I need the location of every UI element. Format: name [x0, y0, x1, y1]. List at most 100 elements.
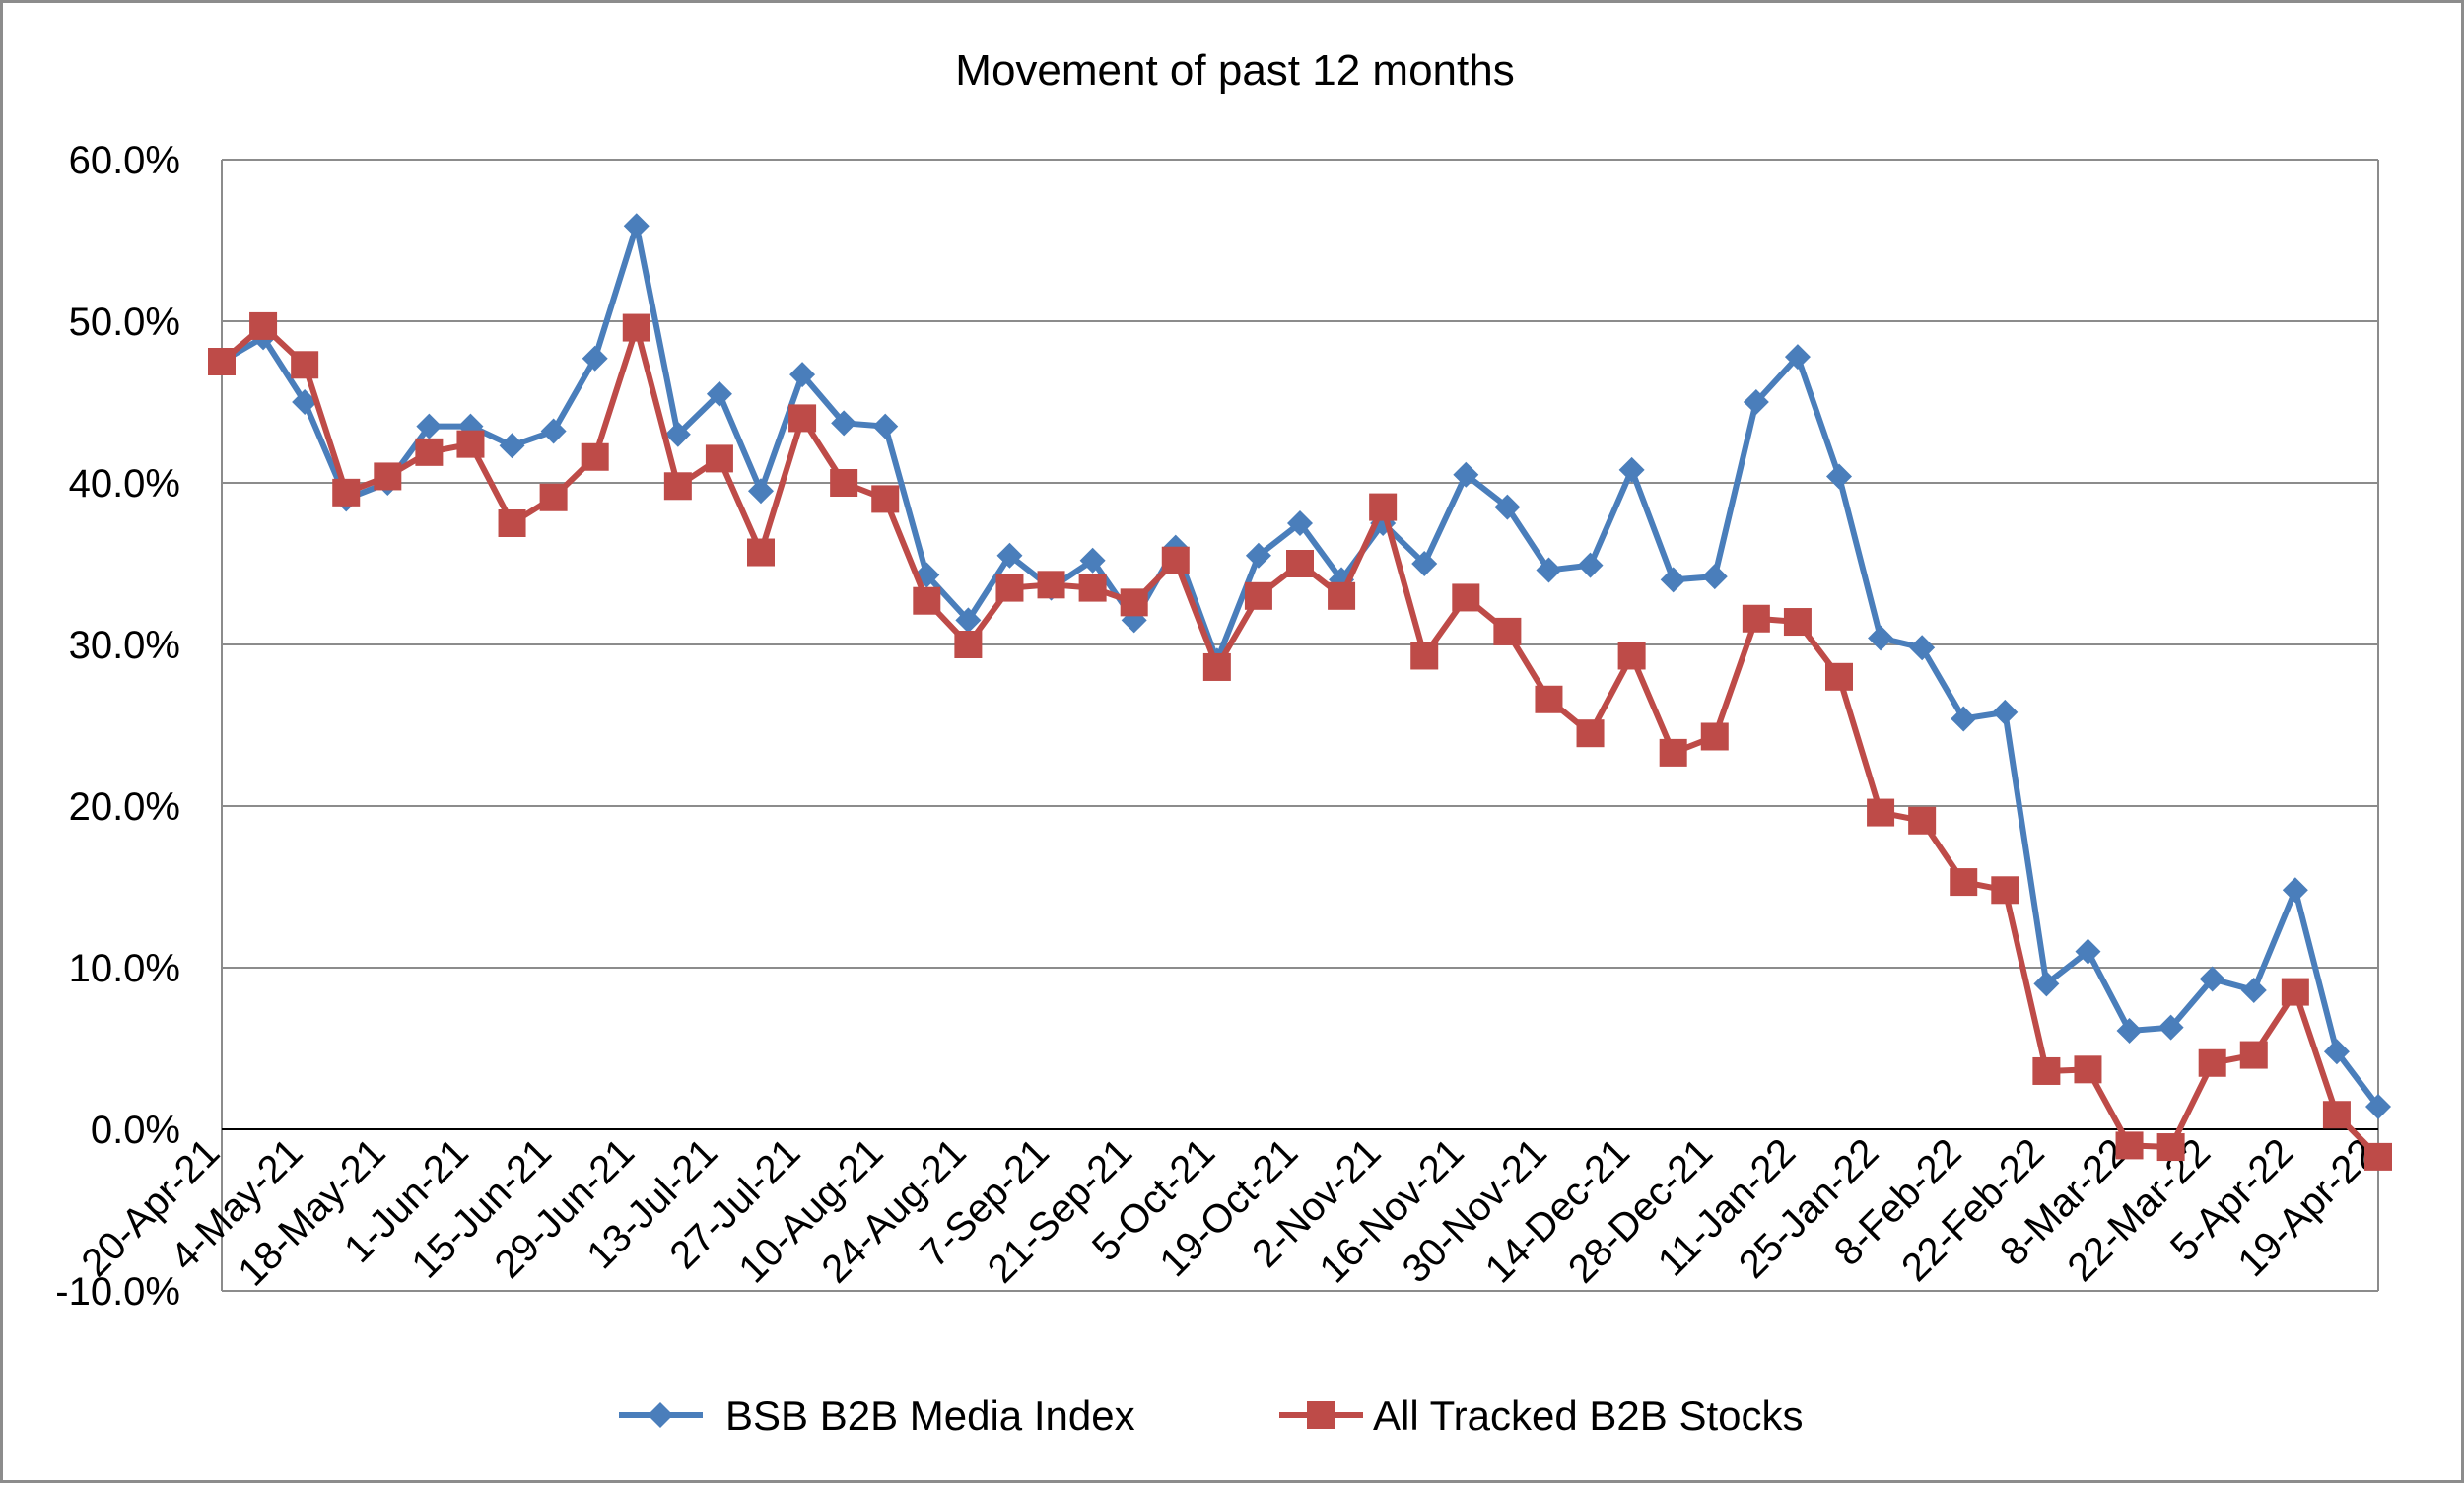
data-point-marker: [581, 442, 609, 471]
chart-title: Movement of past 12 months: [955, 46, 1514, 95]
data-point-marker: [831, 410, 857, 437]
data-point-marker: [1452, 583, 1480, 612]
data-point-marker: [499, 433, 525, 459]
data-point-marker: [748, 478, 774, 505]
legend-marker-0: [648, 1402, 673, 1428]
line-chart: Movement of past 12 months 60.0% 50.0% 40.…: [55, 46, 2392, 1439]
data-point-marker: [1286, 550, 1314, 577]
data-point-marker: [1992, 699, 2019, 725]
data-point-marker: [1783, 608, 1812, 637]
data-point-marker: [830, 469, 858, 497]
series-line: [219, 322, 2381, 1160]
data-point-marker: [1369, 493, 1398, 521]
data-point-marker: [1576, 719, 1605, 748]
data-point-marker: [2157, 1014, 2184, 1041]
data-point-marker: [498, 509, 526, 537]
legend-label: BSB B2B Media Index: [725, 1392, 1135, 1439]
data-point-marker: [1868, 625, 1894, 651]
data-point-marker: [1493, 617, 1522, 645]
data-point-marker: [582, 345, 608, 372]
data-point-marker: [292, 389, 318, 415]
data-point-marker: [1742, 604, 1770, 633]
data-point-marker: [1950, 868, 1978, 897]
data-point-marker: [1078, 574, 1107, 602]
data-point-marker: [416, 413, 443, 439]
data-point-marker: [664, 421, 691, 447]
data-point-marker: [1659, 738, 1687, 767]
y-tick-label: 20.0%: [69, 785, 180, 829]
data-point-marker: [623, 213, 650, 239]
data-point-marker: [1660, 567, 1686, 593]
data-point-marker: [1991, 876, 2019, 905]
data-point-marker: [540, 418, 567, 444]
series-bsb-b2b-media-index: [209, 213, 2391, 1120]
data-point-marker: [1120, 588, 1148, 617]
data-point-marker: [1784, 344, 1811, 371]
data-point-marker: [1037, 571, 1065, 599]
data-point-marker: [2074, 1055, 2102, 1084]
data-point-marker: [2116, 1017, 2143, 1044]
data-point-marker: [1743, 389, 1769, 415]
data-point-marker: [1867, 798, 1895, 827]
data-point-marker: [996, 542, 1023, 569]
data-point-marker: [995, 574, 1024, 602]
data-point-marker: [415, 438, 444, 466]
data-point-marker: [1536, 557, 1562, 583]
data-point-marker: [788, 404, 817, 433]
data-point-marker: [1908, 806, 1937, 835]
data-point-marker: [1245, 542, 1271, 569]
data-point-marker: [2365, 1094, 2391, 1120]
data-point-marker: [955, 607, 982, 634]
series-layer: [208, 213, 2392, 1171]
data-point-marker: [1244, 581, 1272, 610]
data-point-marker: [1410, 642, 1439, 670]
series-all-tracked-b2b-stocks: [208, 311, 2392, 1171]
y-tick-label: 10.0%: [69, 947, 180, 990]
data-point-marker: [1494, 494, 1521, 520]
axes: [221, 160, 2379, 1292]
series-line: [219, 223, 2381, 1111]
y-axis-tick-labels: 60.0% 50.0% 40.0% 30.0% 20.0% 10.0% 0.0% -10.0%: [55, 139, 180, 1314]
data-point-marker: [1826, 463, 1852, 490]
data-point-marker: [1618, 456, 1645, 483]
data-point-marker: [1951, 706, 1977, 732]
data-point-marker: [291, 351, 319, 379]
data-point-marker: [2115, 1131, 2144, 1160]
data-point-marker: [913, 586, 941, 615]
data-point-marker: [1161, 546, 1190, 574]
legend-label: All Tracked B2B Stocks: [1373, 1392, 1804, 1439]
data-point-marker: [747, 538, 775, 567]
data-point-marker: [374, 462, 402, 491]
y-tick-label: 50.0%: [69, 301, 180, 344]
y-tick-label: 40.0%: [69, 462, 180, 506]
data-point-marker: [789, 362, 816, 388]
legend: BSB B2B Media Index All Tracked B2B Stock…: [619, 1392, 1804, 1439]
data-point-marker: [2281, 978, 2309, 1006]
data-point-marker: [2198, 1048, 2226, 1077]
data-point-marker: [1701, 564, 1728, 590]
y-tick-label: -10.0%: [55, 1270, 180, 1314]
data-point-marker: [249, 311, 278, 340]
data-point-marker: [872, 413, 899, 439]
data-point-marker: [1453, 461, 1479, 488]
data-point-marker: [1617, 642, 1646, 670]
data-point-marker: [2322, 1101, 2351, 1129]
data-point-marker: [1287, 510, 1313, 536]
legend-marker-1: [1307, 1401, 1335, 1429]
data-point-marker: [2156, 1133, 2185, 1162]
data-point-marker: [954, 631, 983, 658]
data-point-marker: [539, 483, 568, 511]
data-point-marker: [1411, 551, 1438, 576]
y-tick-label: 0.0%: [91, 1109, 180, 1152]
data-point-marker: [1535, 685, 1563, 713]
y-tick-label: 30.0%: [69, 624, 180, 667]
data-point-marker: [2075, 938, 2101, 965]
data-point-marker: [332, 478, 361, 507]
data-point-marker: [622, 313, 650, 342]
data-point-marker: [2323, 1039, 2350, 1065]
data-point-marker: [1825, 662, 1853, 691]
data-point-marker: [2199, 966, 2225, 992]
x-axis-tick-labels: 20-Apr-214-May-2118-May-211-Jun-2115-Jun…: [73, 1130, 2384, 1294]
data-point-marker: [456, 430, 485, 458]
